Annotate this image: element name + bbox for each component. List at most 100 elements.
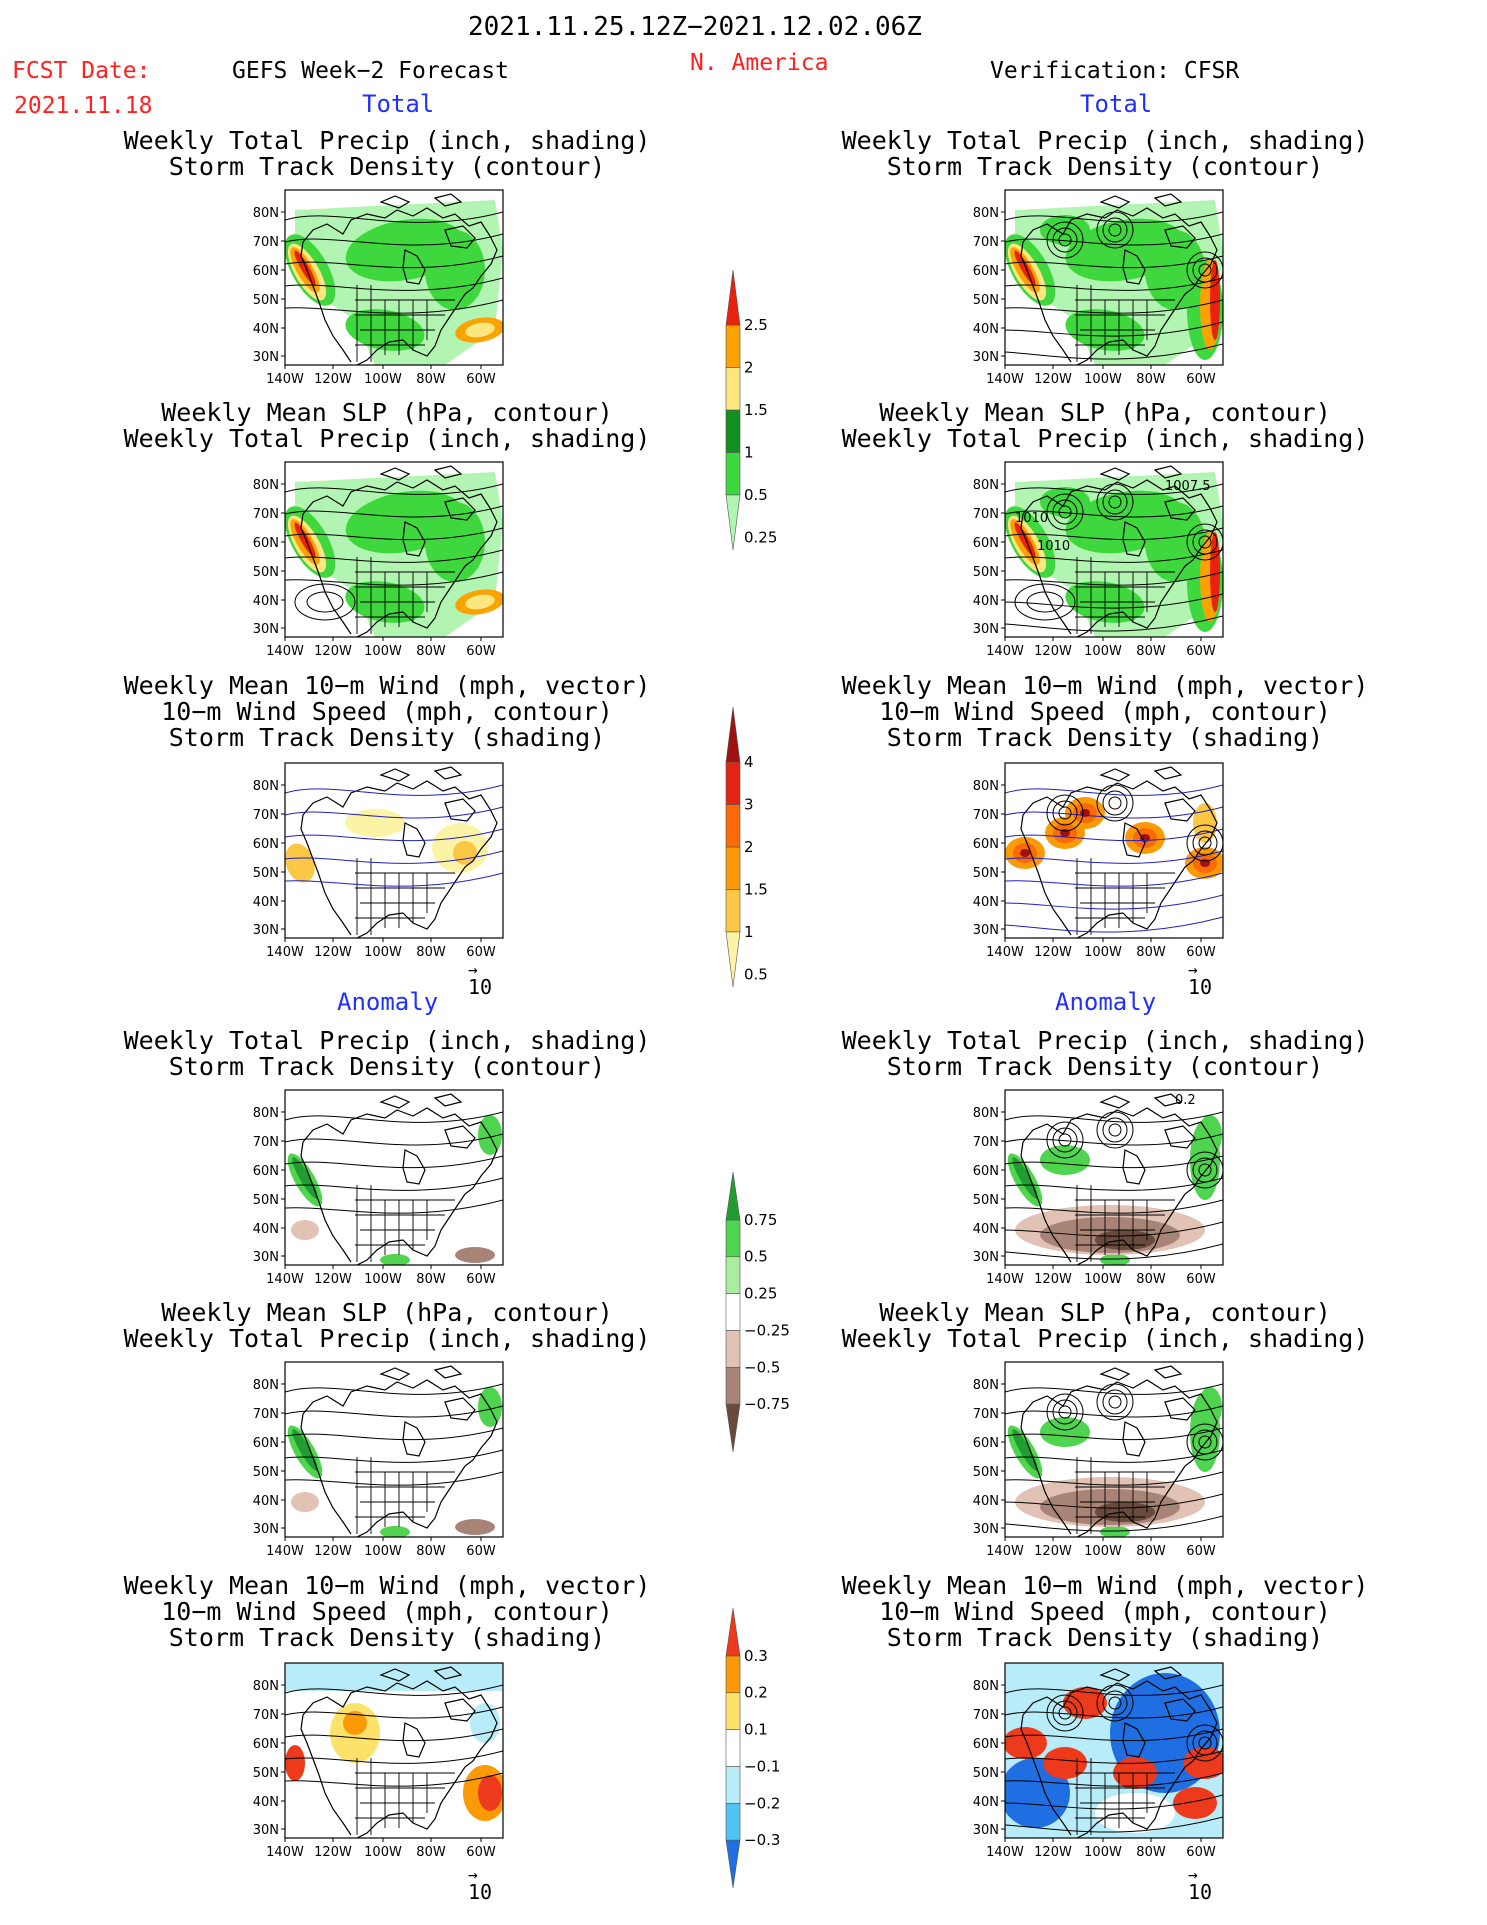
vector-ref-p12: → 10 (1188, 1865, 1213, 1905)
lon-tick-label: 60W (466, 1272, 496, 1287)
colorbar-segment (725, 804, 741, 848)
plot-frame (1004, 1089, 1224, 1266)
lat-tick-label: 40N (253, 1222, 279, 1237)
plot-frame (284, 1361, 504, 1538)
map-panel: 80N 70N 60N 50N 40N 30N 140W 120W 100W 80W 60W 1007… (973, 461, 1224, 659)
lat-tick-label: 80N (973, 779, 999, 794)
state-borders (1075, 285, 1175, 362)
colorbar-label: 2.5 (744, 316, 768, 334)
colorbar-label: 0.75 (744, 1211, 777, 1229)
lat-tick-label: 50N (973, 1465, 999, 1480)
lat-tick-label: 30N (253, 1522, 279, 1537)
coastline (1020, 193, 1218, 365)
lon-tick-label: 140W (986, 644, 1024, 659)
lat-tick-label: 40N (253, 594, 279, 609)
lat-tick-label: 60N (253, 264, 279, 279)
colorbar-segment (725, 1330, 741, 1368)
section-total-right: Total (1080, 90, 1153, 118)
lat-tick-label: 80N (253, 478, 279, 493)
lon-tick-label: 60W (1186, 945, 1216, 960)
lon-tick-label: 120W (314, 1544, 352, 1559)
lat-tick-label: 60N (253, 1164, 279, 1179)
lat-tick-label: 30N (973, 1250, 999, 1265)
lon-tick-label: 120W (314, 945, 352, 960)
lon-tick-label: 80W (416, 1272, 446, 1287)
lon-tick-label: 140W (266, 1544, 304, 1559)
colorbar-label: 2 (744, 359, 754, 377)
colorbar-label: 0.2 (744, 1684, 768, 1702)
lat-tick-label: 60N (253, 1737, 279, 1752)
state-borders (1075, 1185, 1175, 1262)
lon-tick-label: 60W (1186, 1845, 1216, 1860)
colorbar-label: 1 (744, 923, 754, 941)
lon-tick-label: 100W (364, 1544, 402, 1559)
section-anomaly-left: Anomaly (337, 988, 439, 1016)
colorbar-segment (725, 1403, 741, 1453)
plot-frame (284, 189, 504, 366)
lon-tick-label: 80W (1136, 1845, 1166, 1860)
lat-tick-label: 60N (973, 264, 999, 279)
colorbar-label: −0.75 (744, 1395, 790, 1413)
lon-tick-label: 80W (1136, 644, 1166, 659)
lat-tick-label: 30N (973, 350, 999, 365)
lon-tick-label: 60W (1186, 1272, 1216, 1287)
lon-tick-label: 100W (364, 945, 402, 960)
lat-tick-label: 70N (973, 235, 999, 250)
lon-tick-label: 80W (1136, 1544, 1166, 1559)
title-p11: Weekly Mean SLP (hPa, contour) Weekly Tot… (841, 1298, 1369, 1353)
colorbar-total-precip: 2.5 2 1.5 1 0.5 0.25 (725, 269, 777, 551)
lon-tick-label: 100W (364, 1272, 402, 1287)
colorbar-label: 1.5 (744, 401, 768, 419)
lat-tick-label: 50N (253, 866, 279, 881)
lat-tick-label: 70N (973, 507, 999, 522)
plot-frame (1004, 461, 1224, 638)
colorbar-segment (725, 1839, 741, 1889)
map-panel: 80N 70N 60N 50N 40N 30N 140W 120W 100W 80W 60W (973, 1662, 1224, 1860)
title-p6: Weekly Mean 10−m Wind (mph, vector) 10−m … (123, 1571, 651, 1652)
plot-area (1005, 1663, 1223, 1838)
colorbar-segment (725, 1219, 741, 1258)
lat-tick-label: 40N (253, 1494, 279, 1509)
state-borders (355, 557, 455, 634)
contour-label: 1010 (1037, 539, 1070, 554)
contour-label: 1010 (1015, 511, 1048, 526)
map-panel: 80N 70N 60N 50N 40N 30N 140W 120W 100W 80W 60W (253, 1662, 504, 1860)
state-borders (1075, 1758, 1175, 1835)
plot-area (285, 1090, 503, 1265)
vector-ref-p9: → 10 (1188, 960, 1213, 1000)
colorbar-segment (725, 889, 741, 933)
colorbar-segment (725, 1366, 741, 1405)
region-title: N. America (690, 50, 829, 76)
coastline (1020, 465, 1218, 637)
lat-tick-label: 70N (253, 808, 279, 823)
lat-tick-label: 40N (253, 322, 279, 337)
lon-tick-label: 80W (1136, 945, 1166, 960)
colorbar-segment (725, 367, 741, 411)
section-total-left: Total (362, 90, 435, 118)
lat-tick-label: 60N (973, 536, 999, 551)
lat-tick-label: 60N (973, 1436, 999, 1451)
map-panel: 80N 70N 60N 50N 40N 30N 140W 120W 100W 80W 60W (973, 1361, 1224, 1559)
title-p1: Weekly Total Precip (inch, shading) Storm… (123, 126, 651, 181)
lat-tick-label: 70N (973, 1135, 999, 1150)
lon-tick-label: 80W (416, 1845, 446, 1860)
lat-tick-label: 40N (973, 1494, 999, 1509)
map-panel: 80N 70N 60N 50N 40N 30N 140W 120W 100W 80W 60W (253, 189, 504, 387)
lon-tick-label: 120W (1034, 1845, 1072, 1860)
lat-tick-label: 40N (973, 322, 999, 337)
lat-tick-label: 40N (253, 895, 279, 910)
lon-tick-label: 140W (986, 1845, 1024, 1860)
coastline (300, 465, 498, 637)
lat-tick-label: 80N (973, 1106, 999, 1121)
plot-frame (284, 461, 504, 638)
map-panel: 80N 70N 60N 50N 40N 30N 140W 120W 100W 80W 60W (253, 762, 504, 960)
lon-tick-label: 100W (364, 644, 402, 659)
lon-tick-label: 100W (1084, 1272, 1122, 1287)
lon-tick-label: 140W (266, 644, 304, 659)
lat-tick-label: 80N (253, 206, 279, 221)
lat-tick-label: 40N (973, 1222, 999, 1237)
colorbar-total-track: 4 3 2 1.5 1 0.5 (725, 706, 768, 988)
lat-tick-label: 30N (253, 1250, 279, 1265)
colorbar-label: 0.1 (744, 1721, 768, 1739)
plot-area (1005, 462, 1223, 637)
